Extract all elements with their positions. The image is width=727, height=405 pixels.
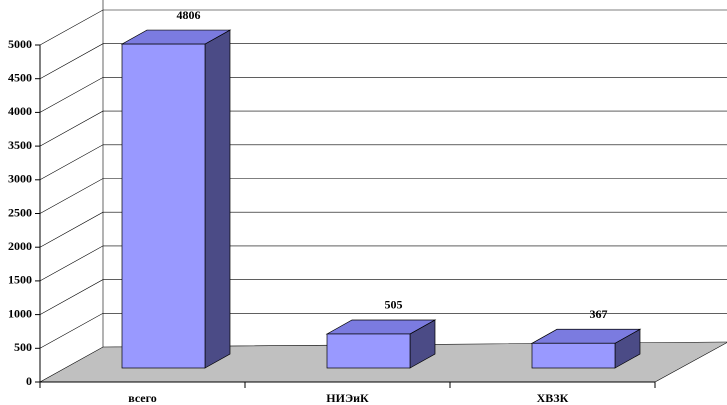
value-label: 4806 <box>177 8 201 22</box>
y-tick-label: 3000 <box>8 172 32 186</box>
bar <box>531 342 616 369</box>
value-label: 505 <box>385 298 403 312</box>
y-tick-label: 500 <box>14 340 32 354</box>
y-tick-label: 4500 <box>8 70 32 84</box>
bar-side <box>204 29 231 369</box>
y-tick-label: 3500 <box>8 138 32 152</box>
bar <box>326 333 411 369</box>
value-label: 367 <box>590 307 608 321</box>
y-tick-label: 5000 <box>8 37 32 51</box>
x-tick-label: НИЭиК <box>326 391 369 405</box>
x-tick-label: ХВЗК <box>537 391 569 405</box>
bar <box>121 43 206 369</box>
y-tick-label: 2000 <box>8 239 32 253</box>
y-tick-label: 4000 <box>8 104 32 118</box>
y-tick-label: 0 <box>26 374 32 388</box>
x-tick-label: всего <box>128 391 157 405</box>
y-tick-label: 2500 <box>8 205 32 219</box>
y-tick-label: 1500 <box>8 273 32 287</box>
y-tick-label: 1000 <box>8 306 32 320</box>
